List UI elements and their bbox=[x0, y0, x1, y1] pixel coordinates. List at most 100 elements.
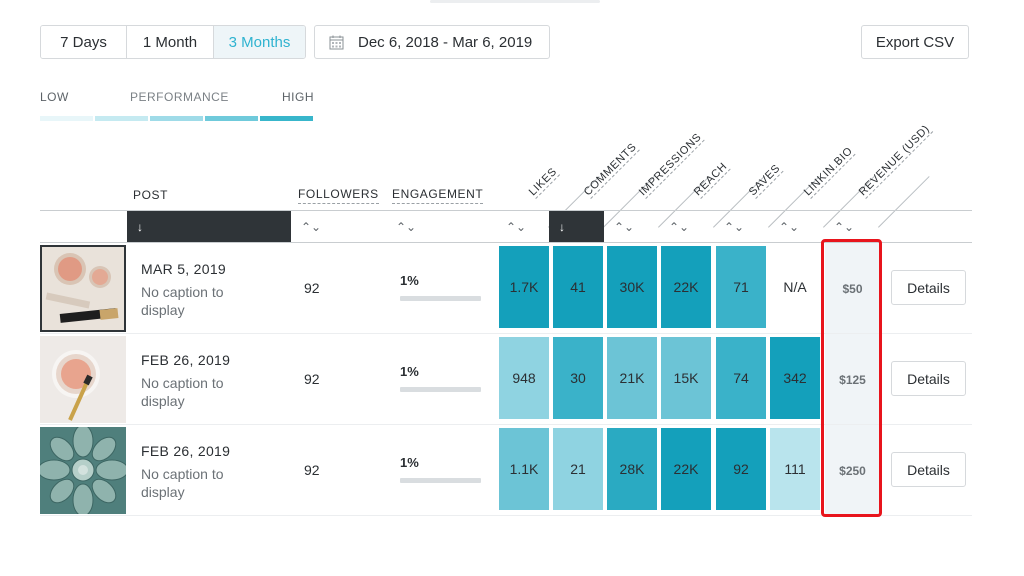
engagement-bar bbox=[400, 387, 481, 392]
impressions-cell: 30K bbox=[607, 246, 657, 328]
calendar-icon bbox=[329, 35, 344, 49]
gradient-step bbox=[150, 116, 203, 121]
likes-column-header[interactable]: LIKES bbox=[526, 165, 561, 199]
post-thumbnail[interactable] bbox=[40, 245, 126, 332]
linkinbio-column-header[interactable]: LINKIN.BIO bbox=[801, 144, 856, 199]
legend-performance-label: PERFORMANCE bbox=[130, 90, 229, 104]
post-thumbnail[interactable] bbox=[40, 427, 126, 514]
export-csv-button[interactable]: Export CSV bbox=[861, 25, 969, 59]
row-divider bbox=[40, 424, 972, 425]
sort-toggle-icon: ⌃⌄ bbox=[779, 219, 800, 234]
sort-arrow-down-icon: ↓ bbox=[137, 219, 143, 234]
followers-value: 92 bbox=[304, 462, 320, 478]
legend-high-label: HIGH bbox=[282, 90, 314, 104]
saves-cell: 74 bbox=[716, 337, 766, 419]
post-sort-button[interactable]: ↓ bbox=[127, 211, 291, 242]
revenue-cell: $125 bbox=[825, 334, 880, 425]
gradient-step bbox=[40, 116, 93, 121]
engagement-value: 1% bbox=[400, 273, 419, 288]
gradient-step bbox=[95, 116, 148, 121]
reach-column-header[interactable]: REACH bbox=[691, 160, 731, 199]
row-divider bbox=[40, 515, 972, 516]
sort-toggle-icon: ⌃⌄ bbox=[301, 219, 322, 234]
row-divider bbox=[40, 333, 972, 334]
saves-cell: 71 bbox=[716, 246, 766, 328]
linkinbio-cell: N/A bbox=[783, 279, 807, 295]
details-button[interactable]: Details bbox=[891, 452, 966, 487]
followers-column-header[interactable]: FOLLOWERS bbox=[298, 187, 379, 204]
followers-value: 92 bbox=[304, 280, 320, 296]
header-rule bbox=[40, 210, 972, 211]
gradient-step bbox=[260, 116, 313, 121]
followers-sort-button[interactable]: ⌃⌄ bbox=[291, 211, 386, 242]
blush-brush-image bbox=[40, 336, 126, 423]
performance-gradient bbox=[40, 116, 313, 121]
sort-toggle-icon: ⌃⌄ bbox=[669, 219, 690, 234]
post-date: FEB 26, 2019 bbox=[141, 352, 231, 368]
comments-column-header[interactable]: COMMENTS bbox=[581, 141, 640, 199]
post-date: MAR 5, 2019 bbox=[141, 261, 227, 277]
likes-cell: 1.1K bbox=[499, 428, 549, 510]
sort-toggle-icon: ⌃⌄ bbox=[724, 219, 745, 234]
sort-toggle-icon: ⌃⌄ bbox=[614, 219, 635, 234]
range-7-days-button[interactable]: 7 Days bbox=[41, 26, 127, 58]
followers-value: 92 bbox=[304, 371, 320, 387]
engagement-bar bbox=[400, 478, 481, 483]
post-thumbnail[interactable] bbox=[40, 336, 126, 423]
revenue-cell: $50 bbox=[825, 243, 880, 334]
linkinbio-sort-button[interactable]: ⌃⌄ bbox=[769, 211, 824, 242]
comments-sort-button[interactable]: ↓ bbox=[549, 211, 604, 242]
post-caption: No caption to display bbox=[141, 466, 224, 500]
table-row: FEB 26, 2019 No caption to display 92 1%… bbox=[40, 425, 972, 516]
linkinbio-cell: 111 bbox=[770, 428, 820, 510]
comments-cell: 41 bbox=[553, 246, 603, 328]
top-divider bbox=[430, 0, 600, 3]
range-1-month-button[interactable]: 1 Month bbox=[127, 26, 214, 58]
revenue-column-header[interactable]: REVENUE (USD) bbox=[856, 122, 933, 199]
post-date: FEB 26, 2019 bbox=[141, 443, 231, 459]
details-button[interactable]: Details bbox=[891, 361, 966, 396]
saves-column-header[interactable]: SAVES bbox=[746, 162, 784, 199]
header-divider bbox=[878, 176, 930, 228]
post-caption: No caption to display bbox=[141, 284, 224, 318]
range-3-months-button[interactable]: 3 Months bbox=[214, 26, 305, 58]
impressions-cell: 28K bbox=[607, 428, 657, 510]
engagement-bar bbox=[400, 296, 481, 301]
impressions-cell: 21K bbox=[607, 337, 657, 419]
date-range-label: Dec 6, 2018 - Mar 6, 2019 bbox=[358, 33, 533, 51]
revenue-sort-button[interactable]: ⌃⌄ bbox=[824, 211, 879, 242]
date-picker[interactable]: Dec 6, 2018 - Mar 6, 2019 bbox=[314, 25, 550, 59]
post-caption: No caption to display bbox=[141, 375, 224, 409]
comments-cell: 21 bbox=[553, 428, 603, 510]
engagement-column-header[interactable]: ENGAGEMENT bbox=[392, 187, 484, 204]
sort-toggle-icon: ⌃⌄ bbox=[506, 219, 527, 234]
sort-toggle-icon: ⌃⌄ bbox=[396, 219, 417, 234]
post-column-header[interactable]: POST bbox=[133, 188, 169, 202]
date-range-selector: 7 Days 1 Month 3 Months bbox=[40, 25, 306, 59]
saves-sort-button[interactable]: ⌃⌄ bbox=[714, 211, 769, 242]
sort-toggle-icon: ⌃⌄ bbox=[834, 219, 855, 234]
comments-cell: 30 bbox=[553, 337, 603, 419]
reach-cell: 15K bbox=[661, 337, 711, 419]
sort-rule bbox=[40, 242, 972, 243]
gradient-step bbox=[205, 116, 258, 121]
revenue-cell: $250 bbox=[825, 425, 880, 516]
thumbnail-sort-cell bbox=[40, 211, 126, 242]
engagement-value: 1% bbox=[400, 364, 419, 379]
likes-sort-button[interactable]: ⌃⌄ bbox=[496, 211, 549, 242]
sort-arrow-down-icon: ↓ bbox=[559, 219, 565, 234]
likes-cell: 1.7K bbox=[499, 246, 549, 328]
impressions-sort-button[interactable]: ⌃⌄ bbox=[604, 211, 659, 242]
reach-cell: 22K bbox=[661, 246, 711, 328]
likes-cell: 948 bbox=[499, 337, 549, 419]
reach-sort-button[interactable]: ⌃⌄ bbox=[659, 211, 714, 242]
details-button[interactable]: Details bbox=[891, 270, 966, 305]
succulent-image bbox=[40, 427, 126, 514]
engagement-sort-button[interactable]: ⌃⌄ bbox=[386, 211, 496, 242]
saves-cell: 92 bbox=[716, 428, 766, 510]
table-row: MAR 5, 2019 No caption to display 92 1% … bbox=[40, 243, 972, 334]
engagement-value: 1% bbox=[400, 455, 419, 470]
makeup-compact-image bbox=[42, 247, 124, 330]
reach-cell: 22K bbox=[661, 428, 711, 510]
revenue-column-highlight bbox=[821, 239, 882, 517]
